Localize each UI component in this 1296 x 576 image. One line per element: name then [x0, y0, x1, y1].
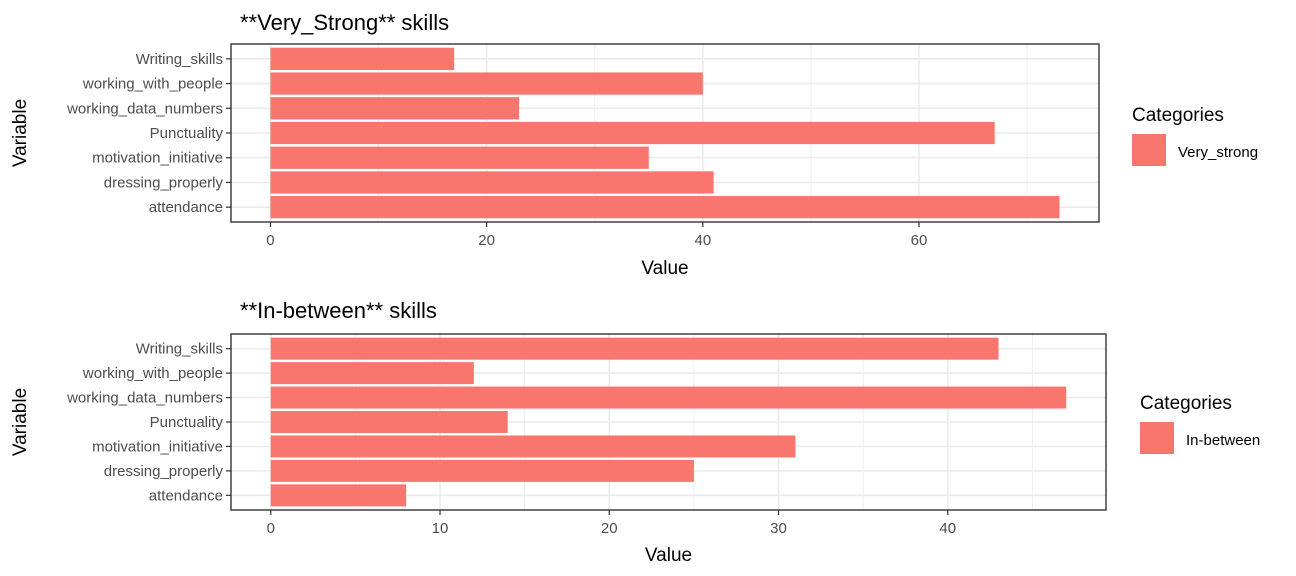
bar-dressing_properly	[270, 171, 714, 194]
bar-attendance	[270, 196, 1060, 219]
legend-label: Very_strong	[1178, 144, 1258, 161]
chart-title: **In-between** skills	[240, 298, 437, 323]
y-tick-label: working_with_people	[82, 76, 223, 93]
bar-Writing_skills	[270, 47, 455, 70]
bar-dressing_properly	[270, 459, 694, 482]
y-tick-label: working_data_numbers	[66, 390, 223, 407]
y-tick-label: attendance	[149, 199, 223, 216]
x-tick-label: 60	[911, 232, 928, 249]
y-tick-label: Writing_skills	[136, 341, 223, 358]
x-tick-label: 10	[432, 520, 449, 537]
y-tick-label: Punctuality	[150, 125, 224, 142]
y-tick-label: working_with_people	[82, 365, 223, 382]
bar-working_data_numbers	[270, 386, 1067, 409]
x-tick-label: 0	[267, 520, 275, 537]
x-axis-title: Value	[641, 258, 688, 279]
legend-key	[1132, 134, 1166, 166]
bar-motivation_initiative	[270, 435, 796, 458]
x-tick-label: 40	[939, 520, 956, 537]
y-tick-label: Punctuality	[150, 414, 224, 431]
chart-title: **Very_Strong** skills	[240, 10, 449, 35]
y-tick-label: dressing_properly	[104, 463, 224, 480]
legend-key	[1140, 422, 1174, 454]
bar-motivation_initiative	[270, 146, 649, 169]
y-tick-label: dressing_properly	[104, 174, 224, 191]
y-axis-title: Variable	[10, 99, 31, 167]
x-tick-label: 20	[601, 520, 618, 537]
legend-label: In-between	[1186, 432, 1260, 449]
legend-title: Categories	[1140, 393, 1232, 414]
x-tick-label: 30	[770, 520, 787, 537]
x-axis-title: Value	[645, 545, 692, 566]
bar-Punctuality	[270, 411, 508, 433]
y-tick-label: working_data_numbers	[66, 100, 223, 117]
bar-working_data_numbers	[270, 97, 520, 120]
bar-Punctuality	[270, 121, 995, 145]
x-tick-label: 40	[694, 232, 711, 249]
x-tick-label: 20	[478, 232, 495, 249]
legend-title: Categories	[1132, 105, 1224, 126]
bar-Writing_skills	[270, 337, 999, 360]
bar-working_with_people	[270, 362, 474, 385]
x-tick-label: 0	[266, 232, 274, 249]
y-tick-label: motivation_initiative	[92, 438, 223, 455]
y-tick-label: attendance	[149, 487, 223, 504]
y-axis-title: Variable	[10, 388, 31, 456]
bar-attendance	[270, 484, 407, 507]
y-tick-label: Writing_skills	[136, 51, 223, 68]
bar-working_with_people	[270, 72, 703, 95]
y-tick-label: motivation_initiative	[92, 150, 223, 167]
